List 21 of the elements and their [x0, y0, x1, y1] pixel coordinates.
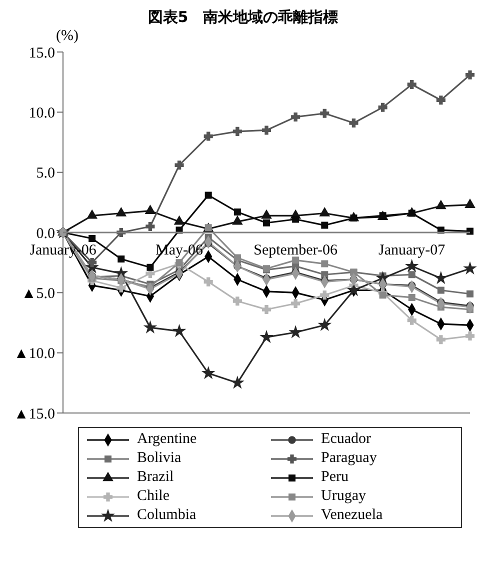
y-axis-title: (%): [56, 28, 78, 45]
x-tick-label: January-07: [378, 242, 446, 258]
legend-label: Argentine: [137, 431, 197, 448]
y-tick-label: ▲15.0: [14, 406, 55, 422]
y-tick-label: 10.0: [28, 105, 55, 122]
y-tick-label: ▲5.0: [21, 286, 55, 302]
legend-label: Venezuela: [321, 507, 383, 524]
legend-label: Columbia: [137, 507, 196, 524]
y-tick-label: 0.0: [36, 226, 55, 242]
y-tick-label: 15.0: [28, 45, 55, 62]
chart-title: 図表5 南米地域の乖離指標: [146, 8, 340, 28]
legend-label: Ecuador: [321, 431, 372, 448]
x-tick-label: September-06: [254, 242, 338, 258]
legend-label: Bolivia: [137, 450, 182, 467]
legend-label: Urugay: [321, 488, 366, 505]
y-tick-label: 5.0: [36, 166, 55, 182]
legend-label: Peru: [321, 469, 349, 486]
y-tick-label: ▲10.0: [14, 346, 55, 362]
legend-label: Brazil: [137, 469, 174, 486]
legend-label: Paraguay: [321, 450, 377, 467]
legend-label: Chile: [137, 488, 170, 505]
